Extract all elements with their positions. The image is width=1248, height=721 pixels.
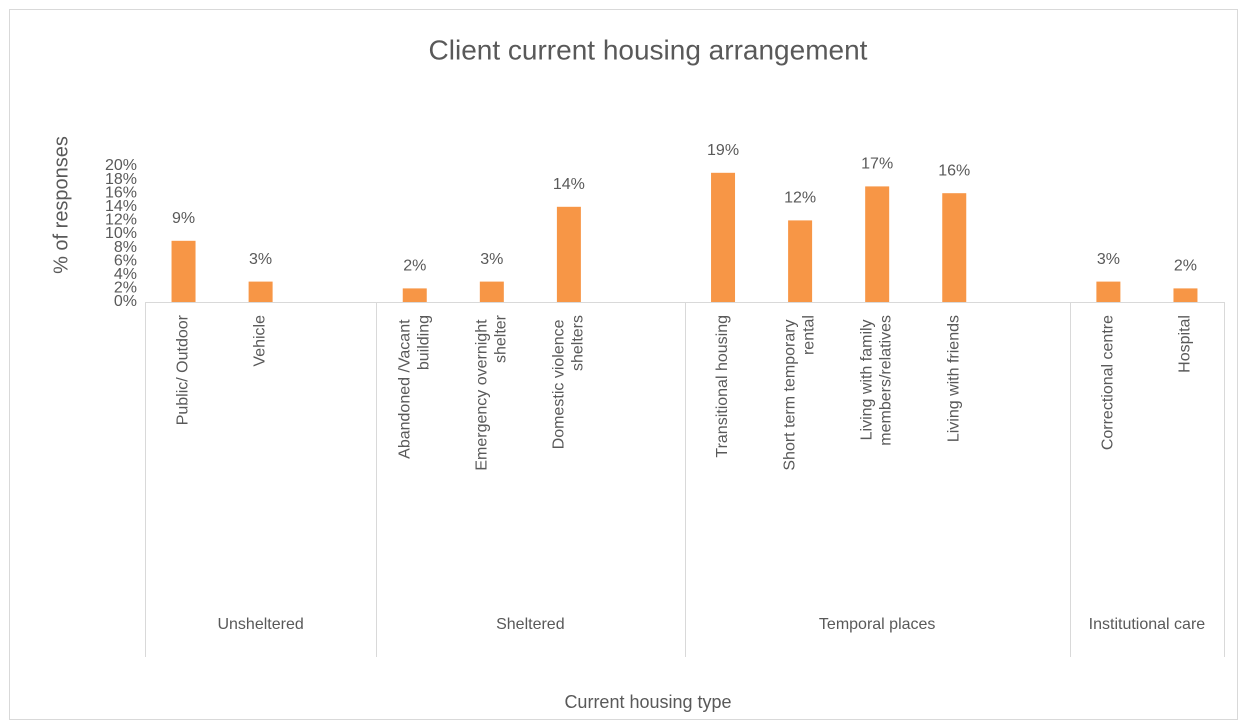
x-tick-label: Public/ Outdoor <box>175 314 192 425</box>
x-tick-label: Transitional housing <box>714 315 731 458</box>
x-tick-label: Hospital <box>1177 315 1194 373</box>
y-tick-label: 6% <box>114 252 137 269</box>
value-label: 3% <box>480 251 503 268</box>
bar <box>402 288 427 302</box>
y-tick-label: 16% <box>105 184 137 201</box>
y-tick-label: 14% <box>105 198 137 215</box>
group-label: Sheltered <box>496 616 565 633</box>
bar <box>788 220 813 302</box>
x-tick-label: Abandoned /Vacant building <box>396 315 432 459</box>
value-label: 9% <box>172 210 195 227</box>
x-tick-label: Emergency overnight shelter <box>474 314 510 470</box>
bar <box>865 186 890 302</box>
y-tick-label: 4% <box>114 266 137 283</box>
x-tick-label: Living with family members/relatives <box>859 315 895 446</box>
x-tick-label: Correctional centre <box>1100 315 1117 450</box>
y-axis-label: % of responses <box>50 136 72 274</box>
y-tick-label: 2% <box>114 280 137 297</box>
value-label: 17% <box>861 156 893 173</box>
y-tick-label: 10% <box>105 225 137 242</box>
y-tick-label: 20% <box>105 157 137 174</box>
value-label: 2% <box>403 258 426 275</box>
value-label: 16% <box>938 162 970 179</box>
bar <box>942 193 967 302</box>
bar <box>1173 288 1198 302</box>
value-label: 12% <box>784 190 816 207</box>
value-label: 3% <box>249 251 272 268</box>
bar <box>248 281 273 302</box>
group-label: Unsheltered <box>217 616 303 633</box>
bar <box>711 172 736 302</box>
chart-frame <box>9 9 1238 720</box>
y-tick-label: 8% <box>114 239 137 256</box>
bar <box>171 240 196 302</box>
x-tick-label: Domestic violence shelters <box>551 315 587 449</box>
chart-title: Client current housing arrangement <box>429 34 868 65</box>
y-tick-label: 18% <box>105 171 137 188</box>
x-tick-label: Vehicle <box>252 315 269 367</box>
bar <box>556 206 581 302</box>
y-tick-label: 0% <box>114 293 137 310</box>
x-axis-label: Current housing type <box>564 692 731 712</box>
value-label: 3% <box>1097 251 1120 268</box>
group-label: Institutional care <box>1089 616 1206 633</box>
value-label: 19% <box>707 142 739 159</box>
y-tick-label: 12% <box>105 212 137 229</box>
bar <box>479 281 504 302</box>
bar <box>1096 281 1121 302</box>
x-tick-label: Living with friends <box>945 315 962 442</box>
group-label: Temporal places <box>819 616 936 633</box>
x-tick-label: Short term temporary rental <box>782 315 818 471</box>
value-label: 2% <box>1174 258 1197 275</box>
value-label: 14% <box>553 176 585 193</box>
